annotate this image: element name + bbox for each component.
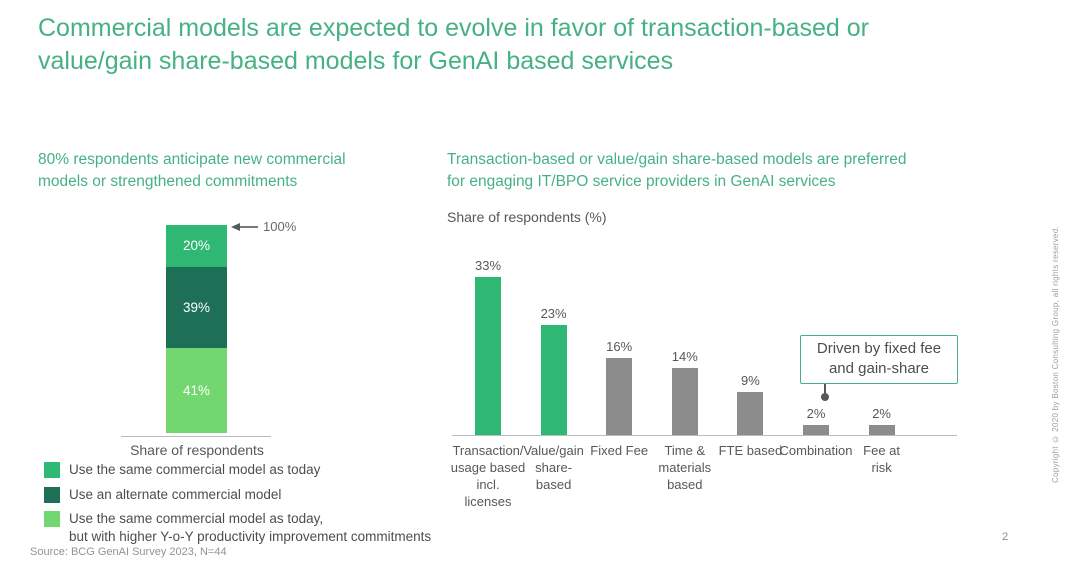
bar-category-label-0: Transaction/usage based incl. licenses bbox=[450, 443, 526, 509]
bar-value-label-1: 23% bbox=[540, 305, 567, 321]
legend-swatch bbox=[44, 511, 60, 528]
total-annotation-label: 100% bbox=[263, 219, 297, 234]
legend-label: Use the same commercial model as today bbox=[69, 462, 321, 477]
bar-category-label-3: Time & materials based bbox=[658, 443, 712, 492]
driver-annotation-box: Driven by fixed fee and gain-share bbox=[800, 335, 958, 384]
bar-category-label-2: Fixed Fee bbox=[590, 443, 649, 458]
source-note: Source: BCG GenAI Survey 2023, N=44 bbox=[30, 546, 227, 558]
bar-value-label-3: 14% bbox=[671, 348, 698, 364]
stacked-segment-label: 39% bbox=[182, 299, 211, 315]
stacked-bar: 20% 39% 41% bbox=[166, 225, 227, 433]
legend-swatch bbox=[44, 486, 60, 503]
legend-item-0: Use the same commercial model as today bbox=[44, 461, 431, 479]
bar-6 bbox=[868, 425, 895, 435]
legend-swatch bbox=[44, 462, 60, 478]
bar-5 bbox=[803, 425, 829, 435]
legend-item-1: Use an alternate commercial model bbox=[44, 486, 431, 504]
bar-0 bbox=[475, 276, 501, 435]
page-title-line1: Commercial models are expected to evolve… bbox=[38, 14, 869, 42]
left-heading-line1: 80% respondents anticipate new commercia… bbox=[38, 151, 346, 168]
left-chart-axis-line bbox=[121, 436, 271, 437]
right-heading-line1: Transaction-based or value/gain share-ba… bbox=[447, 151, 907, 168]
stacked-segment-0: 20% bbox=[166, 225, 227, 267]
bar-value-label-6: 2% bbox=[872, 406, 891, 422]
copyright-note: Copyright © 2020 by Boston Consulting Gr… bbox=[1051, 225, 1060, 483]
left-arrow-icon bbox=[231, 222, 258, 231]
legend: Use the same commercial model as today Us… bbox=[44, 461, 431, 552]
page-title-line2: value/gain share-based models for GenAI … bbox=[38, 47, 674, 75]
page-number: 2 bbox=[1002, 531, 1009, 543]
stacked-segment-label: 41% bbox=[182, 382, 211, 398]
page-title: Commercial models are expected to evolve… bbox=[38, 12, 988, 78]
stacked-segment-2: 41% bbox=[166, 347, 227, 433]
legend-label: Use the same commercial model as today, b… bbox=[69, 511, 432, 544]
bar-4 bbox=[737, 391, 764, 435]
driver-annotation-line2: and gain-share bbox=[828, 359, 930, 377]
right-heading-line2: for engaging IT/BPO service providers in… bbox=[447, 173, 836, 190]
legend-item-2: Use the same commercial model as today, b… bbox=[44, 510, 431, 545]
stacked-segment-1: 39% bbox=[166, 266, 227, 348]
bar-3 bbox=[671, 367, 698, 435]
bar-category-label-4: FTE based bbox=[718, 443, 783, 458]
left-heading-line2: models or strengthened commitments bbox=[38, 173, 298, 190]
stacked-segment-label: 20% bbox=[182, 238, 211, 254]
legend-label: Use an alternate commercial model bbox=[69, 486, 282, 502]
bar-value-label-5: 2% bbox=[806, 406, 826, 422]
driver-annotation-connector bbox=[824, 381, 826, 394]
bar-1 bbox=[540, 324, 567, 435]
right-chart-axis-title: Share of respondents (%) bbox=[447, 209, 607, 225]
bar-category-label-6: Fee at risk bbox=[863, 443, 901, 475]
right-panel-heading: Transaction-based or value/gain share-ba… bbox=[447, 149, 1007, 193]
left-panel-heading: 80% respondents anticipate new commercia… bbox=[38, 149, 428, 193]
bar-chart-plot: Driven by fixed fee and gain-share 33% Tr… bbox=[450, 240, 975, 540]
right-chart-axis-line bbox=[452, 435, 957, 436]
bar-value-label-0: 33% bbox=[474, 257, 502, 273]
driver-annotation-dot bbox=[821, 393, 829, 401]
bar-value-label-2: 16% bbox=[606, 339, 633, 355]
bar-category-label-5: Combination bbox=[779, 443, 853, 458]
total-annotation: 100% bbox=[231, 219, 296, 234]
bar-category-label-1: Value/gain share-based bbox=[523, 443, 584, 492]
bar-value-label-4: 9% bbox=[740, 372, 760, 388]
left-chart-axis-label: Share of respondents bbox=[130, 442, 264, 458]
bar-2 bbox=[606, 358, 633, 435]
driver-annotation-line1: Driven by fixed fee bbox=[816, 340, 942, 357]
